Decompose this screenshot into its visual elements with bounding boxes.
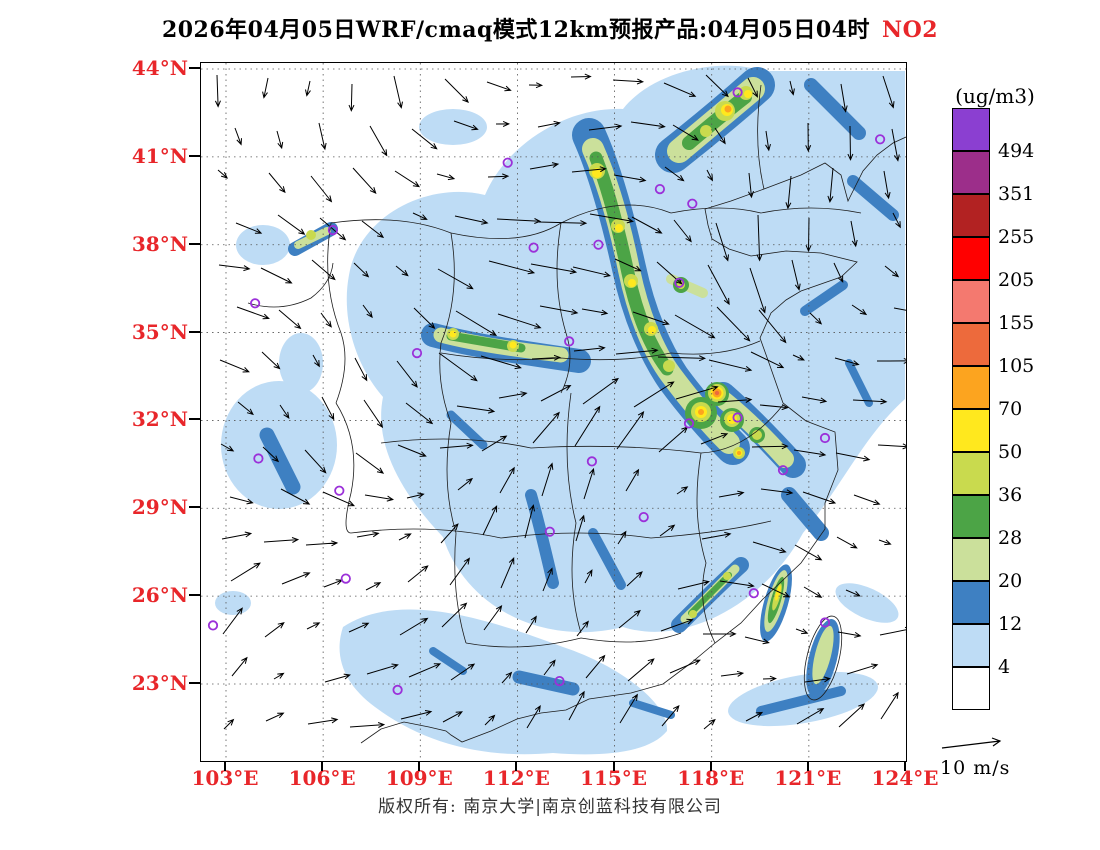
station-marker [327, 225, 338, 236]
lat-axis-tick [189, 330, 200, 333]
copyright-footer: 版权所有: 南京大学|南京创蓝科技有限公司 [378, 797, 722, 817]
station-marker [674, 277, 685, 288]
station-marker [819, 617, 831, 628]
lat-axis-tick [189, 594, 200, 597]
lat-axis-tick [189, 506, 200, 509]
colorbar [952, 108, 990, 710]
no2-concentration-field [215, 65, 905, 755]
colorbar-swatch [952, 323, 990, 366]
wind-legend-label: 10 m/s [940, 757, 1011, 779]
colorbar-level-label: 70 [998, 398, 1023, 420]
map-canvas [200, 62, 907, 762]
colorbar-swatch [952, 538, 990, 581]
station-marker [732, 87, 743, 98]
station-marker [207, 620, 219, 631]
lat-tick-label: 23°N [131, 671, 188, 695]
lat-tick-label: 44°N [131, 56, 188, 80]
station-marker [586, 456, 597, 467]
lon-axis-tick [224, 761, 226, 771]
lat-axis-tick [189, 682, 200, 684]
lon-axis-tick [806, 761, 809, 771]
lon-axis-tick [418, 761, 421, 771]
wind-reference-arrow [941, 737, 1002, 749]
station-marker [392, 684, 403, 696]
colorbar-level-label: 12 [998, 613, 1023, 635]
station-marker [502, 157, 513, 168]
lon-axis-tick [904, 761, 906, 771]
station-marker [593, 239, 604, 250]
wind-legend: 10 m/s [940, 736, 1050, 779]
colorbar-level-label: 36 [998, 484, 1023, 506]
colorbar-swatch [952, 366, 990, 409]
page-title: 2026年04月05日WRF/cmaq模式12km预报产品:04月05日04时 N… [0, 12, 1100, 44]
station-marker [528, 242, 539, 253]
station-marker [554, 675, 565, 687]
colorbar-swatch [952, 237, 990, 280]
lat-axis-tick [189, 418, 200, 421]
colorbar-level-label: 28 [998, 527, 1023, 549]
colorbar-level-label: 205 [998, 269, 1035, 291]
colorbar-swatch [952, 452, 990, 495]
station-marker [732, 412, 743, 423]
title-species: NO2 [881, 17, 939, 43]
wind-vectors [214, 73, 906, 730]
station-marker [544, 526, 555, 537]
lat-tick-label: 26°N [131, 583, 188, 608]
lat-axis-tick [189, 242, 200, 245]
lon-axis-tick [612, 761, 615, 771]
station-marker [638, 511, 649, 523]
lat-axis-tick [189, 67, 200, 69]
title-main: 2026年04月05日WRF/cmaq模式12km预报产品:04月05日04时 [161, 17, 870, 43]
colorbar-level-label: 155 [998, 312, 1035, 334]
lat-tick-label: 29°N [131, 495, 188, 520]
colorbar-swatch [952, 194, 990, 237]
station-marker [819, 432, 831, 444]
station-marker [334, 485, 345, 496]
colorbar-swatch [952, 409, 990, 452]
lat-tick-label: 32°N [131, 407, 188, 432]
colorbar-swatch [952, 280, 990, 323]
colorbar-level-label: 4 [998, 656, 1011, 678]
station-marker [748, 588, 759, 599]
colorbar-swatch [952, 108, 990, 151]
station-marker [253, 453, 264, 464]
station-marker [249, 298, 261, 309]
station-markers [207, 87, 886, 696]
lon-axis-tick [515, 761, 518, 771]
colorbar-level-label: 20 [998, 570, 1023, 592]
colorbar-swatch [952, 495, 990, 538]
lon-axis-tick [709, 761, 712, 771]
lat-tick-label: 35°N [131, 319, 188, 344]
lat-tick-label: 38°N [131, 231, 188, 256]
station-marker [411, 347, 423, 359]
colorbar-swatch [952, 581, 990, 624]
station-marker [683, 418, 695, 429]
colorbar-swatch [952, 624, 990, 667]
colorbar-level-label: 105 [998, 355, 1035, 377]
colorbar-swatch [952, 151, 990, 194]
map-svg [201, 63, 906, 761]
colorbar-level-label: 351 [998, 183, 1035, 205]
colorbar-level-label: 494 [998, 140, 1035, 162]
colorbar-swatch [952, 667, 990, 710]
colorbar-level-label: 255 [998, 226, 1035, 248]
lon-axis-tick [321, 761, 324, 771]
colorbar-level-label: 50 [998, 441, 1023, 463]
station-marker [687, 198, 698, 209]
lat-tick-label: 41°N [131, 143, 188, 168]
colorbar-unit-label: (ug/m3) [955, 84, 1035, 108]
station-marker [874, 134, 886, 145]
lat-axis-tick [189, 154, 200, 157]
station-marker [564, 336, 575, 347]
station-marker [654, 184, 665, 195]
station-marker [777, 465, 789, 476]
station-marker [340, 573, 351, 584]
